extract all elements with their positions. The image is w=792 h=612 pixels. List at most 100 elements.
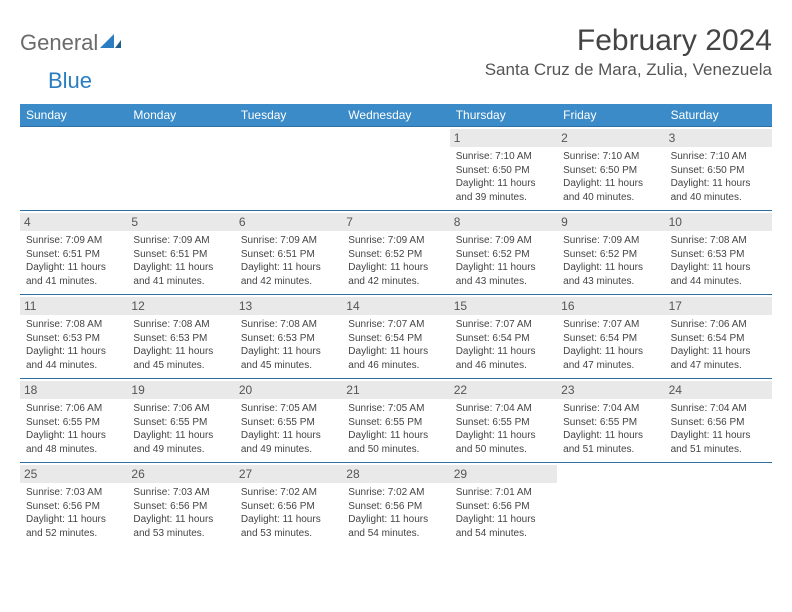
sunset-text: Sunset: 6:55 PM: [241, 416, 336, 430]
calendar-cell: 1Sunrise: 7:10 AMSunset: 6:50 PMDaylight…: [450, 127, 557, 210]
sunrise-text: Sunrise: 7:06 AM: [671, 318, 766, 332]
daylight-text: Daylight: 11 hours and 50 minutes.: [348, 429, 443, 456]
day-number: 11: [20, 297, 127, 315]
daylight-text: Daylight: 11 hours and 42 minutes.: [348, 261, 443, 288]
logo: General: [20, 24, 122, 56]
daylight-text: Daylight: 11 hours and 47 minutes.: [671, 345, 766, 372]
sunrise-text: Sunrise: 7:09 AM: [456, 234, 551, 248]
calendar-cell: 23Sunrise: 7:04 AMSunset: 6:55 PMDayligh…: [557, 379, 664, 462]
sunset-text: Sunset: 6:56 PM: [456, 500, 551, 514]
sunset-text: Sunset: 6:52 PM: [456, 248, 551, 262]
day-info: Sunrise: 7:07 AMSunset: 6:54 PMDaylight:…: [561, 318, 660, 372]
sunrise-text: Sunrise: 7:06 AM: [133, 402, 228, 416]
day-info: Sunrise: 7:08 AMSunset: 6:53 PMDaylight:…: [669, 234, 768, 288]
day-info: Sunrise: 7:06 AMSunset: 6:55 PMDaylight:…: [24, 402, 123, 456]
sunset-text: Sunset: 6:56 PM: [133, 500, 228, 514]
day-info: Sunrise: 7:09 AMSunset: 6:52 PMDaylight:…: [346, 234, 445, 288]
calendar-cell: 24Sunrise: 7:04 AMSunset: 6:56 PMDayligh…: [665, 379, 772, 462]
day-number: 22: [450, 381, 557, 399]
calendar-cell: 16Sunrise: 7:07 AMSunset: 6:54 PMDayligh…: [557, 295, 664, 378]
day-info: Sunrise: 7:01 AMSunset: 6:56 PMDaylight:…: [454, 486, 553, 540]
sunrise-text: Sunrise: 7:09 AM: [133, 234, 228, 248]
daylight-text: Daylight: 11 hours and 53 minutes.: [241, 513, 336, 540]
sunset-text: Sunset: 6:53 PM: [241, 332, 336, 346]
calendar-cell: 26 Sunrise: 7:03 AMSunset: 6:56 PMDayligh…: [127, 463, 234, 546]
daylight-text: Daylight: 11 hours and 42 minutes.: [241, 261, 336, 288]
day-info: Sunrise: 7:02 AMSunset: 6:56 PMDaylight:…: [239, 486, 338, 540]
sunset-text: Sunset: 6:56 PM: [348, 500, 443, 514]
calendar-cell: 15Sunrise: 7:07 AMSunset: 6:54 PMDayligh…: [450, 295, 557, 378]
daylight-text: Daylight: 11 hours and 41 minutes.: [133, 261, 228, 288]
calendar: SundayMondayTuesdayWednesdayThursdayFrid…: [20, 104, 772, 546]
calendar-cell-empty: [665, 463, 772, 546]
sunrise-text: Sunrise: 7:08 AM: [133, 318, 228, 332]
daylight-text: Daylight: 11 hours and 46 minutes.: [348, 345, 443, 372]
day-number: 18: [20, 381, 127, 399]
day-number: 1: [450, 129, 557, 147]
day-number: 14: [342, 297, 449, 315]
day-number: 2: [557, 129, 664, 147]
sunrise-text: Sunrise: 7:10 AM: [563, 150, 658, 164]
daylight-text: Daylight: 11 hours and 54 minutes.: [348, 513, 443, 540]
calendar-row: 4Sunrise: 7:09 AMSunset: 6:51 PMDaylight…: [20, 210, 772, 294]
daylight-text: Daylight: 11 hours and 43 minutes.: [563, 261, 658, 288]
sunrise-text: Sunrise: 7:05 AM: [241, 402, 336, 416]
sunrise-text: Sunrise: 7:09 AM: [563, 234, 658, 248]
calendar-row: 25Sunrise: 7:03 AMSunset: 6:56 PMDayligh…: [20, 462, 772, 546]
daylight-text: Daylight: 11 hours and 44 minutes.: [671, 261, 766, 288]
sunset-text: Sunset: 6:50 PM: [671, 164, 766, 178]
day-info: Sunrise: 7:04 AMSunset: 6:55 PMDaylight:…: [454, 402, 553, 456]
daylight-text: Daylight: 11 hours and 53 minutes.: [133, 513, 228, 540]
sunrise-text: Sunrise: 7:09 AM: [26, 234, 121, 248]
daylight-text: Daylight: 11 hours and 46 minutes.: [456, 345, 551, 372]
sunset-text: Sunset: 6:55 PM: [348, 416, 443, 430]
sunset-text: Sunset: 6:53 PM: [26, 332, 121, 346]
calendar-cell: 9 Sunrise: 7:09 AMSunset: 6:52 PMDaylight…: [557, 211, 664, 294]
day-info: Sunrise: 7:05 AMSunset: 6:55 PMDaylight:…: [239, 402, 338, 456]
sunrise-text: Sunrise: 7:06 AM: [26, 402, 121, 416]
calendar-cell: 7Sunrise: 7:09 AMSunset: 6:52 PMDaylight…: [342, 211, 449, 294]
calendar-cell-empty: [20, 127, 127, 210]
calendar-row: 18Sunrise: 7:06 AMSunset: 6:55 PMDayligh…: [20, 378, 772, 462]
sunset-text: Sunset: 6:52 PM: [348, 248, 443, 262]
day-info: Sunrise: 7:07 AMSunset: 6:54 PMDaylight:…: [454, 318, 553, 372]
day-info: Sunrise: 7:08 AMSunset: 6:53 PMDaylight:…: [131, 318, 230, 372]
day-number: 13: [235, 297, 342, 315]
daylight-text: Daylight: 11 hours and 51 minutes.: [671, 429, 766, 456]
day-number: 25: [20, 465, 127, 483]
sunset-text: Sunset: 6:52 PM: [563, 248, 658, 262]
sunset-text: Sunset: 6:56 PM: [241, 500, 336, 514]
logo-text-blue: Blue: [20, 68, 92, 94]
day-number: 29: [450, 465, 557, 483]
sunset-text: Sunset: 6:54 PM: [671, 332, 766, 346]
sunrise-text: Sunrise: 7:08 AM: [241, 318, 336, 332]
sunrise-text: Sunrise: 7:03 AM: [26, 486, 121, 500]
location-text: Santa Cruz de Mara, Zulia, Venezuela: [485, 60, 772, 80]
calendar-cell: 8Sunrise: 7:09 AMSunset: 6:52 PMDaylight…: [450, 211, 557, 294]
day-number: 4: [20, 213, 127, 231]
sunrise-text: Sunrise: 7:04 AM: [671, 402, 766, 416]
day-info: Sunrise: 7:08 AMSunset: 6:53 PMDaylight:…: [24, 318, 123, 372]
day-number: 20: [235, 381, 342, 399]
day-number: 3: [665, 129, 772, 147]
day-number: 9: [557, 213, 664, 231]
day-info: Sunrise: 7:06 AMSunset: 6:55 PMDaylight:…: [131, 402, 230, 456]
day-info: Sunrise: 7:03 AMSunset: 6:56 PMDaylight:…: [131, 486, 230, 540]
calendar-cell-empty: [557, 463, 664, 546]
day-info: Sunrise: 7:05 AMSunset: 6:55 PMDaylight:…: [346, 402, 445, 456]
sunset-text: Sunset: 6:55 PM: [133, 416, 228, 430]
calendar-row: 11Sunrise: 7:08 AMSunset: 6:53 PMDayligh…: [20, 294, 772, 378]
sunrise-text: Sunrise: 7:07 AM: [348, 318, 443, 332]
calendar-row: 1 Sunrise: 7:10 AM Sunset: 6:50 PM Daylight…: [20, 126, 772, 210]
weekday-header: Wednesday: [342, 104, 449, 126]
sunrise-text: Sunrise: 7:03 AM: [133, 486, 228, 500]
sunset-text: Sunset: 6:51 PM: [241, 248, 336, 262]
daylight-text: Daylight: 11 hours and 40 minutes.: [563, 177, 658, 204]
daylight-text: Daylight: 11 hours and 49 minutes.: [241, 429, 336, 456]
calendar-cell: 28Sunrise: 7:02 AMSunset: 6:56 PMDayligh…: [342, 463, 449, 546]
day-number: 26: [127, 465, 234, 483]
sunset-text: Sunset: 6:56 PM: [26, 500, 121, 514]
calendar-cell: 21Sunrise: 7:05 AMSunset: 6:55 PMDayligh…: [342, 379, 449, 462]
sunrise-text: Sunrise: 7:08 AM: [26, 318, 121, 332]
calendar-cell-empty: [235, 127, 342, 210]
